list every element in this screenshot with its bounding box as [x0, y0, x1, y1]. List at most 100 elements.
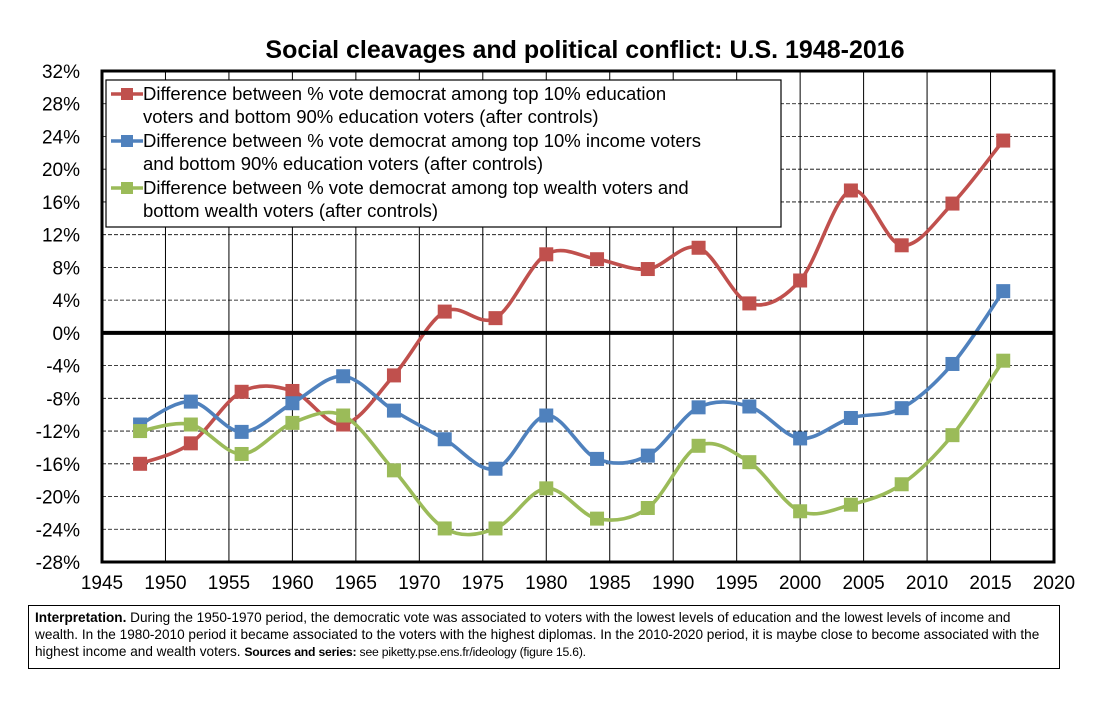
series-layer [133, 133, 1011, 537]
legend-swatch-marker [121, 88, 133, 100]
x-tick-label: 1960 [271, 573, 313, 594]
x-tick-label: 2020 [1033, 573, 1075, 594]
legend-swatch-marker [121, 135, 133, 147]
x-tick-label: 1945 [81, 573, 123, 594]
data-point [133, 456, 148, 471]
legend-entry-text: voters and bottom 90% education voters (… [143, 106, 599, 127]
data-point [234, 446, 249, 461]
data-point [843, 183, 858, 198]
x-tick-label: 1995 [716, 573, 758, 594]
data-point [183, 417, 198, 432]
data-point [945, 428, 960, 443]
x-tick-label: 1965 [335, 573, 377, 594]
legend-box [105, 79, 782, 228]
legend-entry-text: Difference between % vote democrat among… [143, 130, 701, 151]
data-point [640, 448, 655, 463]
legend-entry-text: and bottom 90% education voters (after c… [143, 153, 543, 174]
legend-entry-text: Difference between % vote democrat among… [143, 83, 666, 104]
data-point [488, 521, 503, 536]
data-point [843, 497, 858, 512]
data-point [437, 304, 452, 319]
y-tick-label: 16% [42, 193, 80, 214]
data-point [996, 353, 1011, 368]
data-point [183, 436, 198, 451]
data-point [285, 415, 300, 430]
data-point [793, 431, 808, 446]
data-point [996, 133, 1011, 148]
x-tick-label: 2000 [779, 573, 821, 594]
data-point [640, 500, 655, 515]
y-tick-label: 20% [42, 160, 80, 181]
note-sources-text: see piketty.pse.ens.fr/ideology (figure … [356, 645, 587, 659]
data-point [843, 410, 858, 425]
data-point [996, 284, 1011, 299]
data-point [386, 368, 401, 383]
data-point [590, 252, 605, 267]
y-tick-label: -28% [36, 553, 80, 574]
y-tick-label: 12% [42, 226, 80, 247]
y-tick-label: 8% [53, 258, 81, 279]
y-tick-label: -20% [36, 488, 80, 509]
data-point [590, 451, 605, 466]
data-point [234, 424, 249, 439]
note-body: During the 1950-1970 period, the democra… [35, 610, 1040, 659]
y-tick-label: -12% [36, 422, 80, 443]
y-tick-label: -4% [46, 357, 80, 378]
x-tick-label: 1975 [462, 573, 504, 594]
x-tick-label: 1950 [144, 573, 186, 594]
data-point [285, 383, 300, 398]
data-point [539, 408, 554, 423]
y-tick-label: -8% [46, 389, 80, 410]
y-tick-label: 0% [53, 324, 81, 345]
y-tick-label: 24% [42, 127, 80, 148]
x-tick-label: 1955 [208, 573, 250, 594]
data-point [234, 384, 249, 399]
note-sources-label: Sources and series: [244, 645, 357, 659]
axis-layer: -28% -24% -20% -16% -12% -8% -4% 0% 4% 8% 12% 16% 20… [36, 62, 1076, 594]
data-point [488, 311, 503, 326]
x-tick-label: 2010 [906, 573, 948, 594]
data-point [793, 273, 808, 288]
y-tick-label: -16% [36, 455, 80, 476]
plot-frame [100, 69, 1056, 564]
x-tick-label: 1990 [652, 573, 694, 594]
data-point [894, 238, 909, 253]
interpretation-note: Interpretation. During the 1950-1970 per… [28, 605, 1060, 669]
data-point [183, 394, 198, 409]
data-point [894, 401, 909, 416]
data-point [488, 461, 503, 476]
data-point [640, 262, 655, 277]
data-point [336, 369, 351, 384]
data-point [691, 438, 706, 453]
data-point [945, 356, 960, 371]
chart-title: Social cleavages and political conflict:… [265, 36, 904, 64]
x-tick-label: 1985 [589, 573, 631, 594]
data-point [437, 521, 452, 536]
data-point [285, 396, 300, 411]
legend-entry-text: Difference between % vote democrat among… [143, 177, 689, 198]
note-lead: Interpretation. [35, 610, 127, 625]
legend: Difference between % vote democrat among… [105, 79, 782, 228]
data-point [742, 296, 757, 311]
data-point [742, 455, 757, 470]
y-tick-label: 28% [42, 95, 80, 116]
line-chart: Social cleavages and political conflict:… [36, 36, 1076, 594]
legend-swatch-marker [121, 182, 133, 194]
data-point [386, 463, 401, 478]
data-point [742, 399, 757, 414]
data-point [539, 481, 554, 496]
y-tick-label: -24% [36, 520, 80, 541]
data-point [691, 240, 706, 255]
data-point [590, 511, 605, 526]
legend-entry-text: bottom wealth voters (after controls) [143, 200, 438, 221]
x-tick-label: 1980 [525, 573, 567, 594]
data-point [945, 196, 960, 211]
data-point [793, 504, 808, 519]
data-point [437, 432, 452, 447]
x-tick-label: 1970 [398, 573, 440, 594]
data-point [894, 477, 909, 492]
y-tick-label: 32% [42, 62, 80, 83]
data-point [691, 400, 706, 415]
data-point [386, 403, 401, 418]
data-point [133, 424, 148, 439]
